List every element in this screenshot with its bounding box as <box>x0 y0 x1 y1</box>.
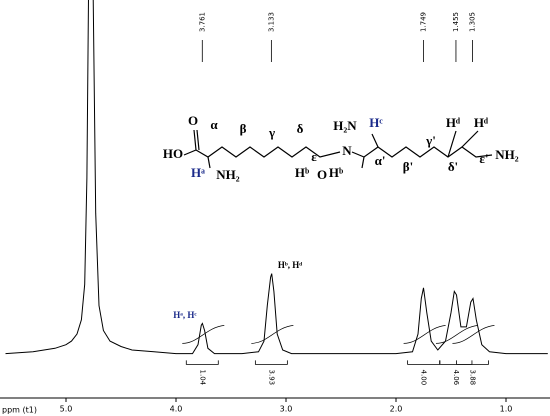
peak-annotation: Hᵇ, Hᵈ <box>278 260 302 270</box>
structure-label: NH₂ <box>216 167 240 182</box>
integral-bracket <box>185 360 219 365</box>
x-axis: ppm (t1) <box>0 397 550 415</box>
peak-pick-label: 3.761 <box>198 12 206 32</box>
structure-label: H₂N <box>333 118 357 133</box>
integral-label: 3.93 <box>267 370 275 386</box>
integral-bracket <box>254 360 288 365</box>
integral-curve <box>182 325 225 344</box>
x-axis-label: ppm (t1) <box>2 406 37 415</box>
integral-label: 4.06 <box>452 370 460 386</box>
peak-pick-label: 1.455 <box>452 12 460 32</box>
integral-label: 4.00 <box>420 370 428 386</box>
bond <box>207 156 211 169</box>
bond <box>193 129 197 151</box>
structure-label: NH₂ <box>495 147 519 162</box>
spectrum <box>5 0 548 355</box>
structure-label: ε' <box>479 151 488 166</box>
x-tick-label: 3.0 <box>280 405 293 414</box>
integral-curve <box>452 325 495 344</box>
peak-pick-label: 1.749 <box>420 12 428 32</box>
bond <box>447 130 457 158</box>
integral-curve <box>251 325 294 344</box>
bonds <box>183 146 341 158</box>
structure-label: O <box>317 167 327 182</box>
structure-label: δ' <box>448 159 458 174</box>
structure-label: N <box>342 143 352 158</box>
structure-label: Hᵇ <box>295 165 309 180</box>
structure-label: δ <box>297 121 304 136</box>
structure-label: γ <box>268 125 275 140</box>
integral-label: 3.88 <box>468 370 476 386</box>
x-tick-label: 4.0 <box>170 405 183 414</box>
structure-label: Hᵈ <box>446 115 461 130</box>
structure-label: Hᵈ <box>474 115 489 130</box>
x-tick-label: 2.0 <box>390 405 403 414</box>
integral-label: 1.04 <box>198 370 206 386</box>
structure-label: β <box>240 121 247 136</box>
peak-annotation: Hᵃ, Hᶜ <box>173 310 197 320</box>
integral-bracket <box>439 360 473 365</box>
structure-label: α <box>210 117 218 132</box>
structure-label: HO <box>163 146 183 161</box>
x-tick-label: 5.0 <box>60 405 73 414</box>
bond <box>361 156 365 169</box>
integral-bracket <box>407 360 441 365</box>
structure-label: β' <box>403 159 413 174</box>
peak-pick-label: 1.305 <box>468 12 476 32</box>
structure-label: Hᵃ <box>191 165 205 180</box>
structure-label: γ' <box>425 133 436 148</box>
peak-pick-label: 3.133 <box>267 12 275 32</box>
structure-label: Hᵇ <box>329 165 343 180</box>
bond <box>196 129 200 151</box>
x-tick-label: 1.0 <box>500 405 513 414</box>
integral-curve <box>403 325 446 344</box>
integral-curve <box>435 325 478 344</box>
structure-label: α' <box>375 153 386 168</box>
structure-label: Hᶜ <box>369 115 383 130</box>
integral-bracket <box>456 360 489 365</box>
structure-label: ε <box>311 149 317 164</box>
bond <box>461 130 479 148</box>
bond <box>371 133 379 148</box>
bonds <box>351 146 493 158</box>
structure-label: O <box>188 113 198 128</box>
